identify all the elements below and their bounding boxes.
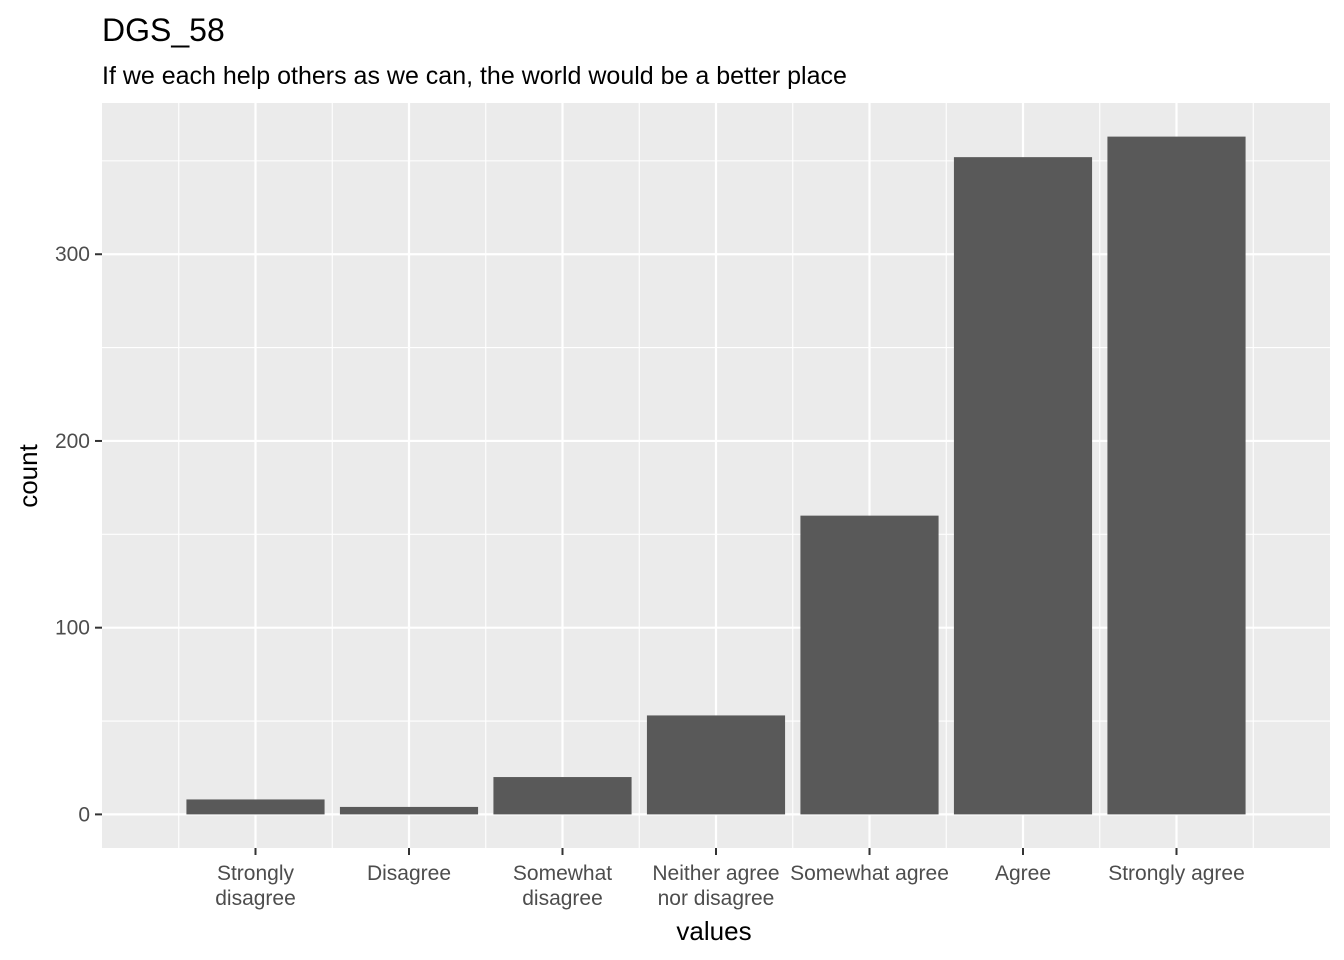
bar [493,777,632,815]
y-tick-label: 100 [55,617,90,640]
bar [800,515,939,815]
bar [186,799,325,815]
x-tick-label: Somewhat disagree [513,862,612,910]
chart-title: DGS_58 [102,12,225,48]
x-tick-label: Agree [995,862,1051,885]
x-tick-label: Somewhat agree [790,862,949,885]
x-tick-label: Strongly agree [1108,862,1245,885]
y-tick-label: 200 [55,430,90,453]
y-axis: 0 100 200 300 [55,243,102,826]
x-axis: Strongly disagree Disagree Somewhat disagree… [215,848,1245,910]
x-tick-label: Neither agree nor disagree [652,862,779,910]
x-tick-label: Strongly disagree [215,862,296,910]
y-axis-title: count [13,443,43,507]
bar [1107,136,1246,815]
y-tick-label: 0 [78,803,90,826]
x-tick-label: Disagree [367,862,451,885]
bar [953,157,1093,815]
bar [339,806,479,815]
y-tick-label: 300 [55,243,90,266]
bar [646,715,786,815]
x-axis-title: values [676,916,751,946]
chart-subtitle: If we each help others as we can, the wo… [102,62,847,90]
bars [186,136,1246,815]
